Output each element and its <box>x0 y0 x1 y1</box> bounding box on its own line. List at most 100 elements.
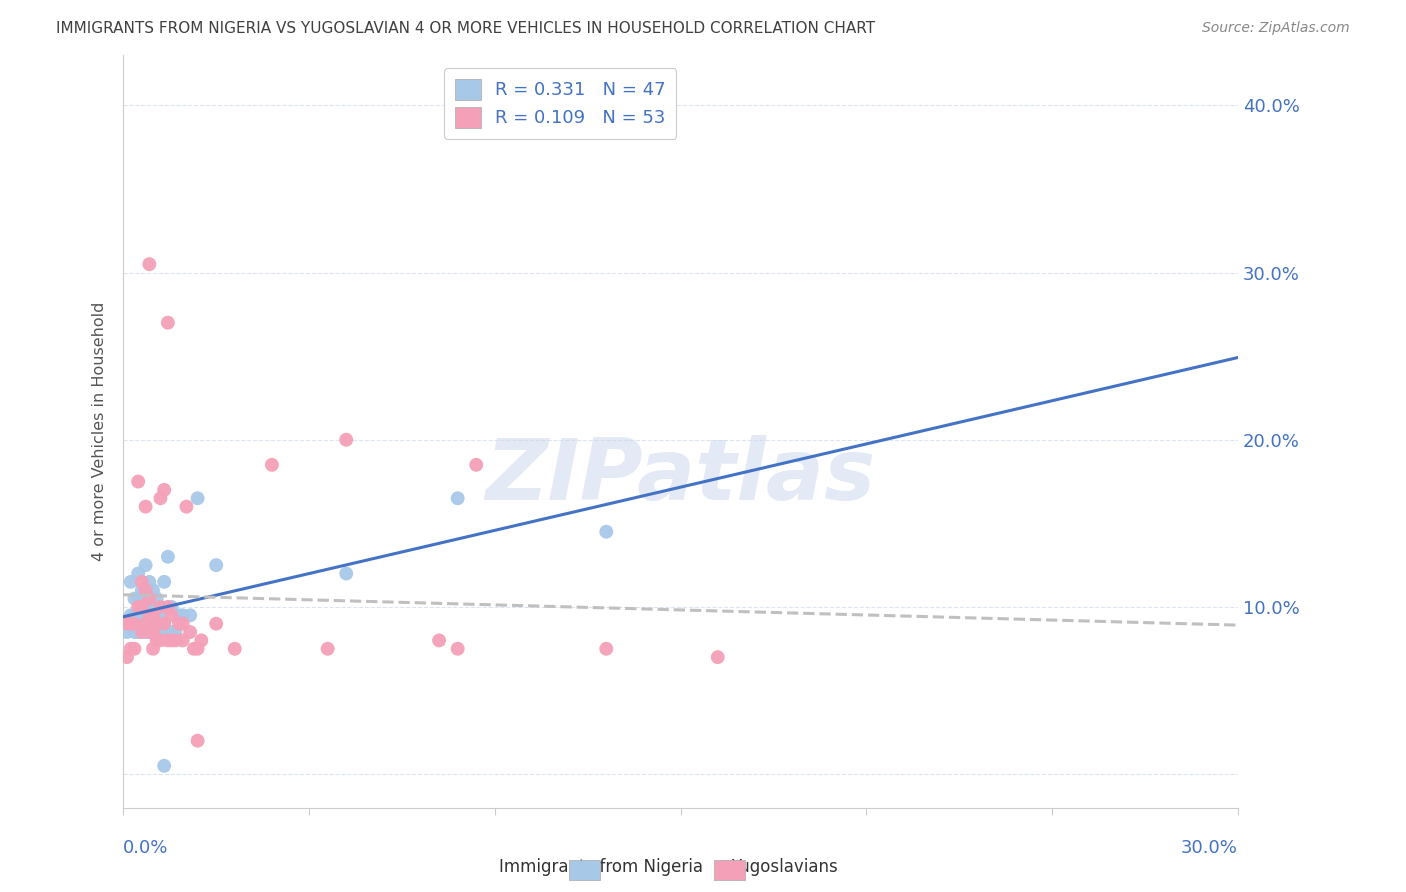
Point <box>135 500 157 514</box>
Point <box>179 625 201 640</box>
Point <box>183 641 205 656</box>
Point <box>179 608 201 623</box>
Point <box>127 608 149 623</box>
Point <box>142 583 165 598</box>
Point <box>115 616 138 631</box>
Point <box>145 616 167 631</box>
Point <box>167 608 190 623</box>
Point <box>260 458 283 472</box>
Point <box>447 641 470 656</box>
Point <box>153 616 176 631</box>
Text: IMMIGRANTS FROM NIGERIA VS YUGOSLAVIAN 4 OR MORE VEHICLES IN HOUSEHOLD CORRELATI: IMMIGRANTS FROM NIGERIA VS YUGOSLAVIAN 4… <box>56 21 876 36</box>
Point <box>153 616 176 631</box>
Point <box>127 566 149 581</box>
Point <box>124 616 146 631</box>
Point <box>187 733 209 747</box>
Text: 30.0%: 30.0% <box>1181 838 1237 856</box>
Point <box>156 549 179 564</box>
Point <box>172 633 194 648</box>
Point <box>156 599 179 614</box>
Point <box>138 625 160 640</box>
Point <box>115 625 138 640</box>
Point <box>124 625 146 640</box>
Point <box>131 625 153 640</box>
Point <box>165 625 187 640</box>
Point <box>120 641 142 656</box>
Point <box>135 599 157 614</box>
Point <box>127 625 149 640</box>
Point <box>160 633 183 648</box>
Point <box>142 625 165 640</box>
Point <box>124 641 146 656</box>
Point <box>149 625 172 640</box>
Text: Yugoslavians: Yugoslavians <box>731 858 838 876</box>
Text: ZIPatlas: ZIPatlas <box>485 435 876 518</box>
Point <box>131 599 153 614</box>
Point <box>149 608 172 623</box>
Y-axis label: 4 or more Vehicles in Household: 4 or more Vehicles in Household <box>93 301 107 561</box>
Point <box>127 599 149 614</box>
Legend: R = 0.331   N = 47, R = 0.109   N = 53: R = 0.331 N = 47, R = 0.109 N = 53 <box>444 68 676 138</box>
Point <box>142 616 165 631</box>
Point <box>120 608 142 623</box>
Point <box>131 583 153 598</box>
Point <box>160 625 183 640</box>
Point <box>205 616 228 631</box>
Point <box>145 608 167 623</box>
Point <box>135 625 157 640</box>
Point <box>160 599 183 614</box>
Point <box>224 641 246 656</box>
Point <box>187 641 209 656</box>
Point <box>153 759 176 773</box>
Point <box>156 633 179 648</box>
Point <box>131 625 153 640</box>
Point <box>447 491 470 506</box>
Point <box>190 633 212 648</box>
Point <box>167 616 190 631</box>
Text: 0.0%: 0.0% <box>124 838 169 856</box>
Point <box>595 524 617 539</box>
Point <box>172 608 194 623</box>
Point <box>131 608 153 623</box>
Point <box>138 608 160 623</box>
Point <box>135 583 157 598</box>
Point <box>142 625 165 640</box>
Point <box>149 599 172 614</box>
Point <box>335 433 357 447</box>
Point <box>145 625 167 640</box>
Point <box>127 475 149 489</box>
Point <box>120 616 142 631</box>
Point <box>131 599 153 614</box>
Point <box>124 608 146 623</box>
Point <box>149 599 172 614</box>
Point <box>149 633 172 648</box>
Point <box>138 591 160 606</box>
Point <box>138 608 160 623</box>
Point <box>165 633 187 648</box>
Point <box>153 574 176 589</box>
Point <box>138 257 160 271</box>
Point <box>138 625 160 640</box>
Text: Source: ZipAtlas.com: Source: ZipAtlas.com <box>1202 21 1350 35</box>
Point <box>138 574 160 589</box>
Point <box>187 491 209 506</box>
Point <box>160 608 183 623</box>
Point <box>427 633 450 648</box>
Point <box>145 591 167 606</box>
Point <box>115 650 138 665</box>
Point <box>156 316 179 330</box>
Point <box>465 458 488 472</box>
Point <box>120 574 142 589</box>
Point <box>316 641 339 656</box>
Point <box>205 558 228 573</box>
Point <box>145 633 167 648</box>
Point <box>335 566 357 581</box>
Point <box>149 491 172 506</box>
Point <box>135 583 157 598</box>
Point <box>142 608 165 623</box>
Point <box>135 558 157 573</box>
Point <box>153 483 176 497</box>
Point <box>142 641 165 656</box>
Point <box>595 641 617 656</box>
Point <box>131 574 153 589</box>
